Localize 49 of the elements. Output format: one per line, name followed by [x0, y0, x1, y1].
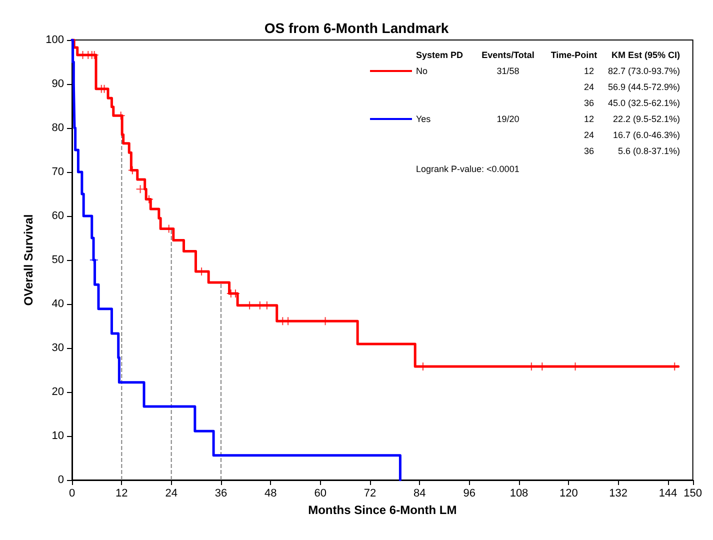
- y-tick-label: 40: [52, 298, 64, 310]
- x-tick-label: 48: [264, 488, 277, 500]
- x-tick-label: 132: [609, 488, 628, 500]
- annotation: 82.7 (73.0-93.7%): [608, 66, 680, 76]
- y-tick-label: 30: [52, 342, 64, 354]
- x-tick-label: 150: [684, 488, 702, 500]
- y-tick-label: 20: [52, 386, 64, 398]
- annotation: 24: [584, 82, 594, 92]
- y-tick-label: 100: [46, 34, 64, 46]
- annotation: 36: [584, 146, 594, 156]
- y-tick-label: 70: [52, 166, 64, 178]
- y-tick-label: 10: [52, 430, 64, 442]
- legend-label: No: [416, 66, 428, 76]
- x-tick-label: 60: [314, 488, 326, 500]
- annotation: 24: [584, 130, 594, 140]
- y-tick-label: 50: [52, 254, 64, 266]
- y-tick-label: 80: [52, 122, 64, 134]
- x-axis-title: Months Since 6-Month LM: [308, 502, 457, 517]
- x-tick-label: 12: [116, 488, 128, 500]
- x-tick-label: 108: [510, 488, 528, 500]
- annotation: 22.2 (9.5-52.1%): [612, 114, 680, 124]
- y-tick-label: 60: [52, 210, 64, 222]
- y-tick-label: 0: [58, 474, 64, 486]
- x-tick-label: 120: [559, 488, 578, 500]
- annotation: 36: [584, 98, 594, 108]
- chart-title: OS from 6-Month Landmark: [264, 20, 449, 36]
- annotation: 56.9 (44.5-72.9%): [608, 82, 680, 92]
- legend-label: Yes: [416, 114, 432, 124]
- annotation: 19/20: [496, 114, 520, 124]
- annotation: 31/58: [496, 66, 520, 76]
- annotation: Events/Total: [482, 50, 534, 60]
- annotation: 5.6 (0.8-37.1%): [618, 146, 680, 156]
- x-tick-label: 0: [68, 488, 76, 500]
- annotation: 12: [584, 114, 594, 124]
- x-tick-label: 84: [414, 488, 426, 500]
- x-tick-label: 36: [214, 488, 228, 500]
- annotation: 16.7 (6.0-46.3%): [612, 130, 680, 140]
- annotation: KM Est (95% CI): [611, 50, 680, 60]
- annotation: Logrank P-value: <0.0001: [416, 164, 520, 174]
- annotation: 45.0 (32.5-62.1%): [608, 98, 680, 108]
- annotation: Time-Point: [550, 50, 598, 60]
- x-tick-label: 24: [165, 488, 178, 500]
- x-tick-label: 144: [658, 488, 678, 500]
- annotation: 12: [584, 66, 594, 76]
- y-axis-title: OVerall Survival: [22, 214, 36, 306]
- y-tick-label: 90: [52, 78, 64, 90]
- x-tick-label: 96: [463, 488, 476, 500]
- x-tick-label: 72: [364, 488, 376, 500]
- legend-title: System PD: [416, 50, 464, 60]
